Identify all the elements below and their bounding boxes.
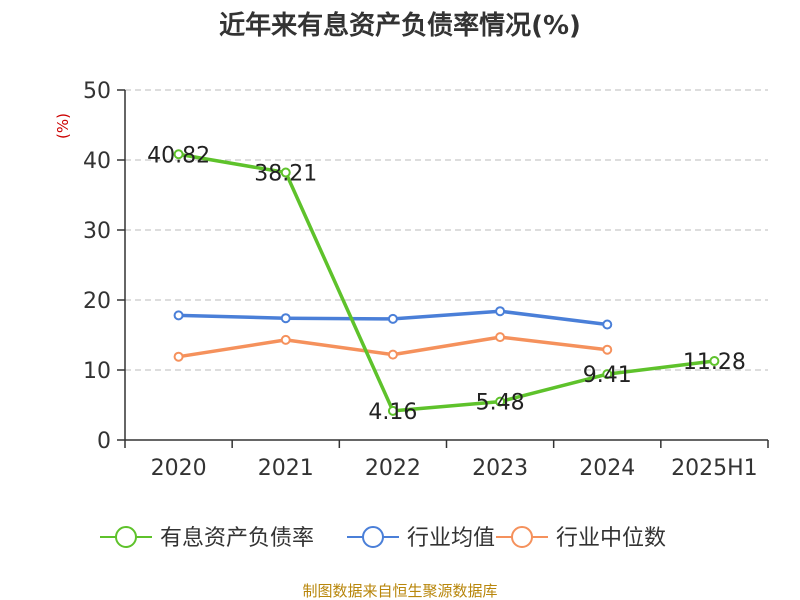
data-label: 38.21 bbox=[254, 162, 317, 187]
data-label: 4.16 bbox=[368, 400, 417, 425]
legend[interactable]: 有息资产负债率 行业均值 行业中位数 bbox=[100, 526, 666, 551]
data-label: 40.82 bbox=[147, 143, 210, 168]
data-label: 5.48 bbox=[476, 391, 525, 416]
x-tick-label: 2021 bbox=[258, 456, 314, 481]
x-tick-label: 2022 bbox=[365, 456, 421, 481]
y-tick-label: 40 bbox=[83, 149, 111, 174]
y-tick-label: 50 bbox=[83, 79, 111, 104]
y-axis-ticks: 0 10 20 30 40 50 bbox=[83, 79, 111, 454]
y-axis-unit: (%) bbox=[54, 113, 72, 139]
y-tick-label: 20 bbox=[83, 289, 111, 314]
legend-label: 有息资产负债率 bbox=[160, 526, 314, 551]
data-point bbox=[387, 405, 398, 416]
data-point bbox=[709, 356, 720, 367]
series-line-0 bbox=[176, 152, 717, 413]
legend-marker bbox=[511, 526, 533, 548]
data-label: 11.28 bbox=[683, 350, 746, 375]
data-point bbox=[173, 310, 184, 321]
y-tick-label: 10 bbox=[83, 359, 111, 384]
x-tick-label: 2024 bbox=[579, 456, 635, 481]
y-tick-label: 0 bbox=[97, 429, 111, 454]
legend-marker bbox=[362, 526, 384, 548]
legend-item-2[interactable]: 行业中位数 bbox=[496, 526, 666, 551]
data-point bbox=[495, 306, 506, 317]
data-label: 9.41 bbox=[583, 363, 632, 388]
axes bbox=[117, 89, 769, 448]
data-point bbox=[387, 313, 398, 324]
data-point bbox=[280, 334, 291, 345]
data-labels: 40.82 38.21 4.16 5.48 9.41 11.28 bbox=[147, 143, 746, 425]
series-group bbox=[173, 149, 720, 416]
data-point bbox=[280, 313, 291, 324]
x-tick-label: 2020 bbox=[151, 456, 207, 481]
legend-label: 行业均值 bbox=[407, 526, 495, 551]
x-tick-label: 2025H1 bbox=[671, 456, 758, 481]
data-point bbox=[602, 319, 613, 330]
data-point bbox=[173, 149, 184, 160]
x-axis-ticks: 2020 2021 2022 2023 2024 2025H1 bbox=[151, 456, 758, 481]
x-tick-label: 2023 bbox=[472, 456, 528, 481]
source-note: 制图数据来自恒生聚源数据库 bbox=[302, 582, 497, 600]
chart-title: 近年来有息资产负债率情况(%) bbox=[219, 10, 581, 41]
legend-item-1[interactable]: 行业均值 bbox=[347, 526, 495, 551]
data-point bbox=[387, 349, 398, 360]
legend-marker bbox=[115, 526, 137, 548]
data-point bbox=[495, 332, 506, 343]
data-point bbox=[602, 369, 613, 380]
grid-lines bbox=[125, 89, 768, 371]
data-point bbox=[495, 396, 506, 407]
data-point bbox=[280, 167, 291, 178]
y-tick-label: 30 bbox=[83, 219, 111, 244]
legend-item-0[interactable]: 有息资产负债率 bbox=[100, 526, 314, 551]
legend-label: 行业中位数 bbox=[556, 526, 666, 551]
data-point bbox=[602, 344, 613, 355]
data-point bbox=[173, 351, 184, 362]
